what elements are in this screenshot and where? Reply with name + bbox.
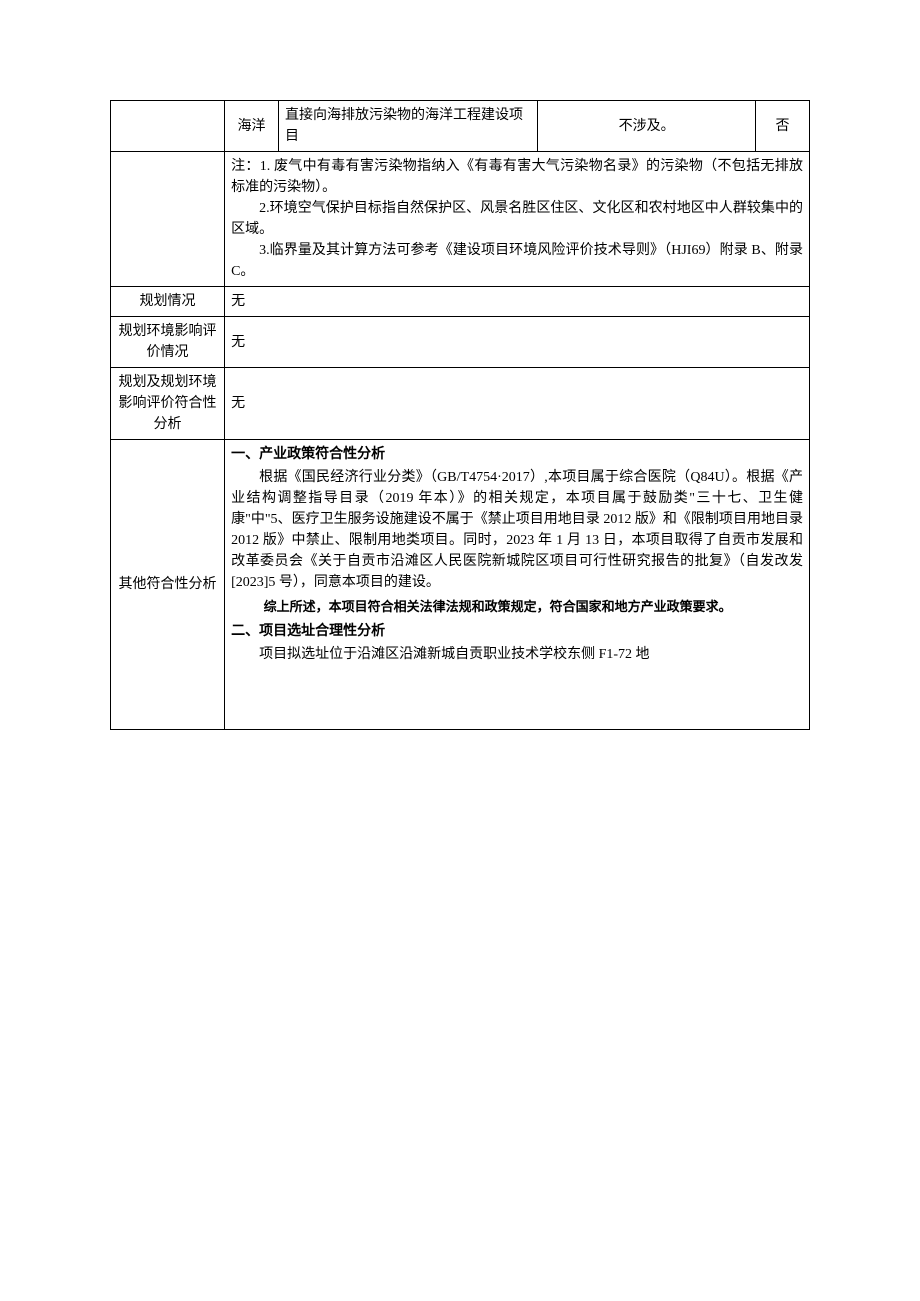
note-1: 注：1. 废气中有毒有害污染物指纳入《有毒有害大气污染物名录》的污染物（不包括无… <box>231 156 803 198</box>
planning-row: 规划情况 无 <box>111 287 810 317</box>
planning-eia-row: 规划环境影响评价情况 无 <box>111 317 810 368</box>
note-2: 2.环境空气保护目标指自然保护区、风景名胜区住区、文化区和农村地区中人群较集中的… <box>231 198 803 240</box>
other-conformity-label: 其他符合性分析 <box>111 440 225 730</box>
empty-col1 <box>111 101 225 152</box>
siting-body: 项目拟选址位于沿滩区沿滩新城自贡职业技术学校东侧 F1-72 地 <box>231 644 803 665</box>
ocean-status: 不涉及。 <box>538 101 756 152</box>
policy-body: 根据《国民经济行业分类》（GB/T4754·2017）,本项目属于综合医院（Q8… <box>231 467 803 593</box>
note-3: 3.临界量及其计算方法可参考《建设项目环境风险评价技术导则》（HJI69）附录 … <box>231 240 803 282</box>
planning-conformity-label: 规划及规划环境影响评价符合性分析 <box>111 368 225 440</box>
ocean-row: 海洋 直接向海排放污染物的海洋工程建设项目 不涉及。 否 <box>111 101 810 152</box>
ocean-label: 海洋 <box>225 101 279 152</box>
notes-row: 注：1. 废气中有毒有害污染物指纳入《有毒有害大气污染物名录》的污染物（不包括无… <box>111 152 810 287</box>
ocean-desc: 直接向海排放污染物的海洋工程建设项目 <box>279 101 538 152</box>
notes-cell: 注：1. 废气中有毒有害污染物指纳入《有毒有害大气污染物名录》的污染物（不包括无… <box>225 152 810 287</box>
planning-value: 无 <box>225 287 810 317</box>
policy-heading: 一、产业政策符合性分析 <box>231 444 803 465</box>
planning-eia-label: 规划环境影响评价情况 <box>111 317 225 368</box>
document-table: 海洋 直接向海排放污染物的海洋工程建设项目 不涉及。 否 注：1. 废气中有毒有… <box>110 100 810 730</box>
planning-conformity-value: 无 <box>225 368 810 440</box>
other-conformity-row: 其他符合性分析 一、产业政策符合性分析 根据《国民经济行业分类》（GB/T475… <box>111 440 810 730</box>
other-conformity-content: 一、产业政策符合性分析 根据《国民经济行业分类》（GB/T4754·2017）,… <box>225 440 810 730</box>
planning-conformity-row: 规划及规划环境影响评价符合性分析 无 <box>111 368 810 440</box>
policy-summary: 综上所述，本项目符合相关法律法规和政策规定，符合国家和地方产业政策要求。 <box>231 597 803 617</box>
ocean-flag: 否 <box>756 101 810 152</box>
notes-empty <box>111 152 225 287</box>
planning-label: 规划情况 <box>111 287 225 317</box>
planning-eia-value: 无 <box>225 317 810 368</box>
siting-heading: 二、项目选址合理性分析 <box>231 621 803 642</box>
